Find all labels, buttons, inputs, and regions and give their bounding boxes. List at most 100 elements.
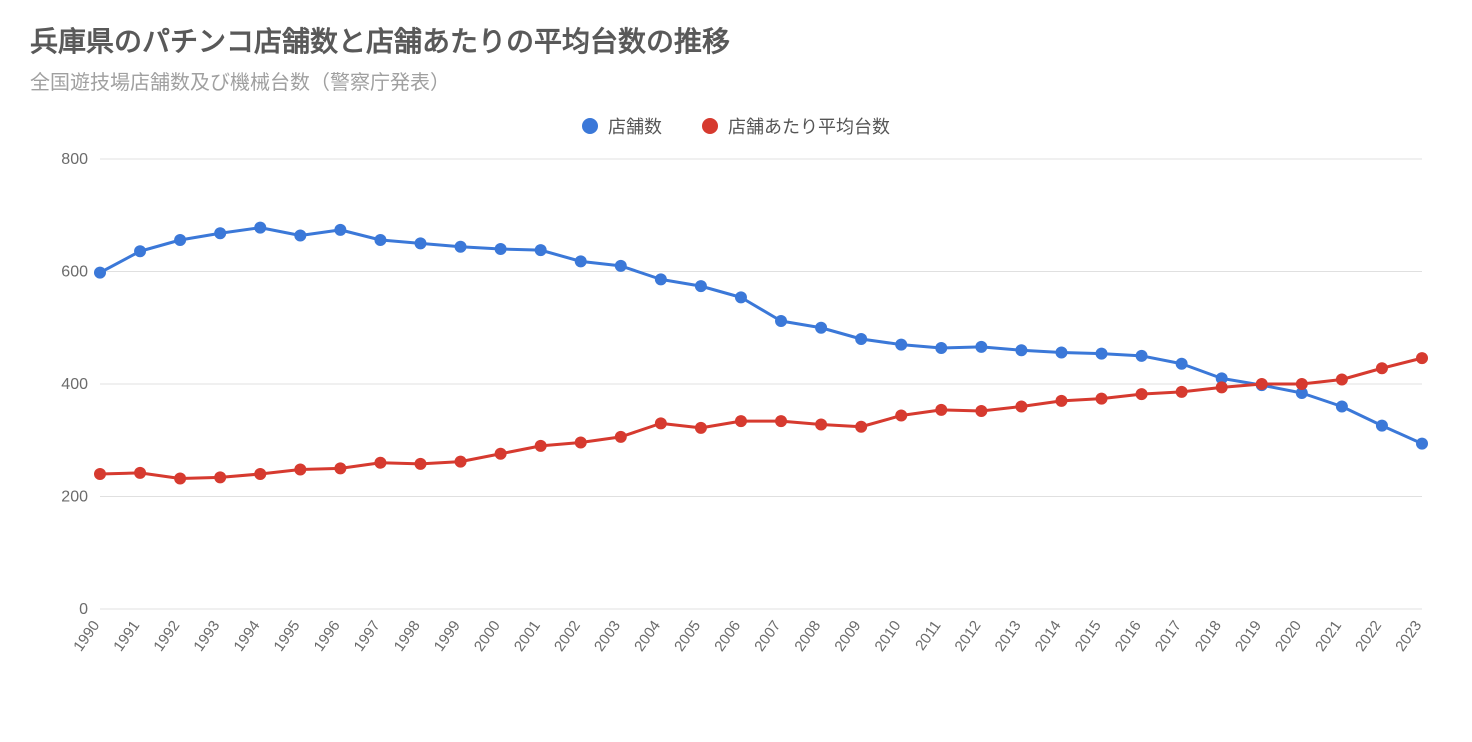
- series-point-stores: [1015, 344, 1027, 356]
- svg-text:1991: 1991: [110, 618, 143, 655]
- series-point-avg_machines: [495, 448, 507, 460]
- svg-text:1998: 1998: [391, 618, 424, 655]
- svg-text:1994: 1994: [230, 618, 263, 655]
- legend-item-avg: 店舗あたり平均台数: [702, 113, 890, 139]
- svg-text:2019: 2019: [1232, 618, 1265, 655]
- series-point-avg_machines: [1176, 386, 1188, 398]
- series-point-avg_machines: [975, 405, 987, 417]
- series-point-stores: [895, 339, 907, 351]
- series-point-avg_machines: [855, 421, 867, 433]
- series-point-avg_machines: [1336, 374, 1348, 386]
- series-point-stores: [695, 280, 707, 292]
- series-point-avg_machines: [1055, 395, 1067, 407]
- series-point-stores: [134, 245, 146, 257]
- line-chart-svg: 0200400600800199019911992199319941995199…: [30, 139, 1442, 699]
- svg-text:1999: 1999: [431, 618, 464, 655]
- series-point-stores: [214, 227, 226, 239]
- chart-subtitle: 全国遊技場店舗数及び機械台数（警察庁発表）: [30, 66, 1442, 95]
- svg-text:2016: 2016: [1112, 618, 1145, 655]
- series-point-stores: [455, 241, 467, 253]
- series-point-stores: [935, 342, 947, 354]
- svg-text:1996: 1996: [311, 618, 344, 655]
- svg-text:1997: 1997: [351, 618, 384, 655]
- series-point-stores: [855, 333, 867, 345]
- svg-text:2018: 2018: [1192, 618, 1225, 655]
- series-point-avg_machines: [695, 422, 707, 434]
- series-point-stores: [815, 322, 827, 334]
- series-point-avg_machines: [1216, 381, 1228, 393]
- series-point-avg_machines: [455, 456, 467, 468]
- series-point-stores: [575, 255, 587, 267]
- svg-text:2015: 2015: [1072, 618, 1105, 655]
- series-point-avg_machines: [214, 471, 226, 483]
- svg-text:2008: 2008: [791, 618, 824, 655]
- svg-text:2022: 2022: [1352, 618, 1385, 655]
- series-point-stores: [254, 222, 266, 234]
- legend-swatch-stores: [582, 118, 598, 134]
- series-point-stores: [334, 224, 346, 236]
- series-point-stores: [1136, 350, 1148, 362]
- series-point-avg_machines: [1296, 378, 1308, 390]
- series-point-avg_machines: [775, 415, 787, 427]
- chart-title: 兵庫県のパチンコ店舗数と店舗あたりの平均台数の推移: [30, 20, 1442, 60]
- series-point-stores: [975, 341, 987, 353]
- svg-text:2012: 2012: [952, 618, 985, 655]
- svg-text:2006: 2006: [711, 618, 744, 655]
- legend-swatch-avg: [702, 118, 718, 134]
- series-point-stores: [174, 234, 186, 246]
- series-point-stores: [655, 273, 667, 285]
- series-point-avg_machines: [1136, 388, 1148, 400]
- series-point-stores: [1416, 438, 1428, 450]
- svg-text:2004: 2004: [631, 618, 664, 655]
- series-point-stores: [775, 315, 787, 327]
- svg-text:2003: 2003: [591, 618, 624, 655]
- series-line-stores: [100, 228, 1422, 444]
- svg-text:2014: 2014: [1032, 618, 1065, 655]
- svg-text:200: 200: [61, 489, 88, 506]
- series-point-stores: [1055, 347, 1067, 359]
- svg-text:600: 600: [61, 264, 88, 281]
- svg-text:2009: 2009: [831, 618, 864, 655]
- svg-text:2021: 2021: [1312, 618, 1345, 655]
- svg-text:800: 800: [61, 151, 88, 168]
- series-point-avg_machines: [615, 431, 627, 443]
- series-point-avg_machines: [575, 437, 587, 449]
- svg-text:2013: 2013: [992, 618, 1025, 655]
- svg-text:2005: 2005: [671, 618, 704, 655]
- legend-label-avg: 店舗あたり平均台数: [728, 113, 890, 139]
- series-point-stores: [1376, 420, 1388, 432]
- svg-text:400: 400: [61, 376, 88, 393]
- series-point-avg_machines: [134, 467, 146, 479]
- series-point-avg_machines: [1015, 401, 1027, 413]
- series-point-avg_machines: [935, 404, 947, 416]
- svg-text:2011: 2011: [912, 618, 944, 654]
- svg-text:1993: 1993: [190, 618, 223, 655]
- series-point-avg_machines: [655, 417, 667, 429]
- series-point-stores: [615, 260, 627, 272]
- series-point-avg_machines: [815, 419, 827, 431]
- legend-label-stores: 店舗数: [608, 113, 662, 139]
- series-point-avg_machines: [254, 468, 266, 480]
- series-point-stores: [414, 237, 426, 249]
- series-point-stores: [1176, 358, 1188, 370]
- series-point-stores: [1336, 401, 1348, 413]
- series-point-avg_machines: [174, 473, 186, 485]
- svg-text:1995: 1995: [271, 618, 304, 655]
- series-point-stores: [94, 267, 106, 279]
- svg-text:2023: 2023: [1392, 618, 1425, 655]
- svg-text:0: 0: [79, 601, 88, 618]
- series-point-avg_machines: [334, 462, 346, 474]
- svg-text:2017: 2017: [1152, 618, 1185, 655]
- svg-text:2010: 2010: [871, 618, 904, 655]
- svg-text:1992: 1992: [150, 618, 183, 655]
- series-point-avg_machines: [1376, 362, 1388, 374]
- legend-item-stores: 店舗数: [582, 113, 662, 139]
- svg-text:1990: 1990: [70, 618, 103, 655]
- svg-text:2007: 2007: [751, 618, 784, 655]
- series-point-avg_machines: [294, 464, 306, 476]
- svg-text:2000: 2000: [471, 618, 504, 655]
- series-point-avg_machines: [1416, 352, 1428, 364]
- series-point-avg_machines: [735, 415, 747, 427]
- series-point-stores: [374, 234, 386, 246]
- series-point-avg_machines: [895, 410, 907, 422]
